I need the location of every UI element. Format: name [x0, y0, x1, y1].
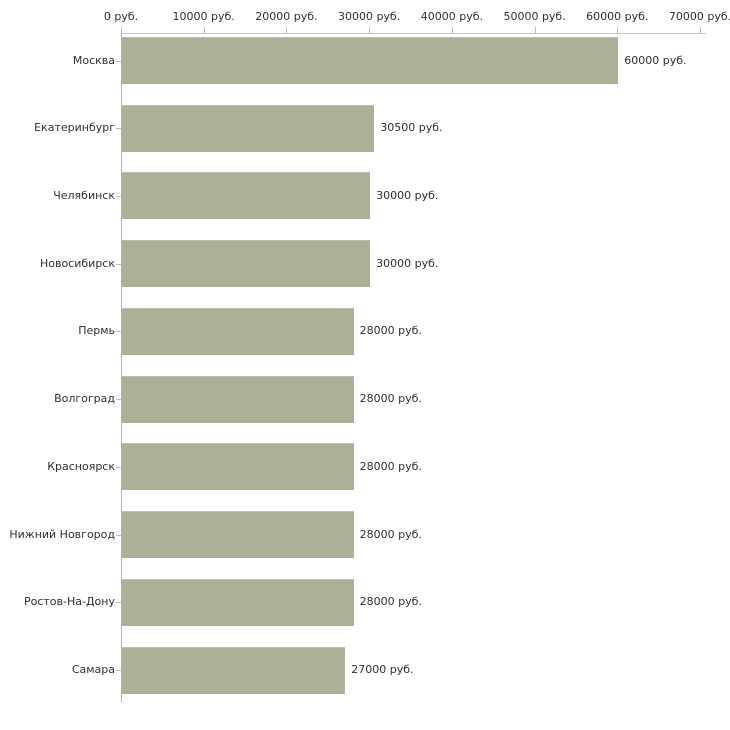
category-label: Волгоград: [54, 392, 115, 406]
x-axis-tick: [451, 27, 453, 34]
value-label: 28000 руб.: [359, 527, 422, 541]
bar: [122, 37, 619, 84]
bar: [122, 307, 354, 355]
category-tick: [116, 466, 121, 468]
category-label: Москва: [72, 53, 115, 67]
x-axis-tick: [121, 27, 122, 34]
category-label: Самара: [71, 663, 115, 676]
value-label: 60000 руб.: [624, 53, 687, 67]
category-label: Красноярск: [47, 459, 115, 473]
category-tick: [116, 263, 121, 265]
category-tick: [116, 128, 121, 130]
value-label: 30000 руб.: [376, 188, 439, 202]
bar: [122, 104, 375, 152]
x-axis-tick-label: 50000 руб.: [503, 10, 566, 23]
bar: [122, 240, 371, 288]
bar: [122, 375, 354, 423]
value-label: 28000 руб.: [359, 459, 422, 473]
category-tick: [116, 60, 121, 62]
x-axis-tick-label: 0 руб.: [103, 10, 139, 23]
category-label: Нижний Новгород: [9, 527, 115, 541]
x-axis-tick: [203, 27, 205, 34]
category-tick: [116, 399, 121, 401]
x-axis-tick-label: 60000 руб.: [586, 10, 649, 23]
value-label: 28000 руб.: [359, 392, 422, 406]
category-label: Челябинск: [53, 188, 115, 202]
x-axis-tick: [286, 27, 288, 34]
x-axis-tick: [534, 27, 536, 34]
x-axis-tick-label: 40000 руб.: [420, 10, 484, 23]
bar: [122, 511, 354, 558]
bar: [122, 172, 371, 220]
x-axis-tick-label: 70000 руб.: [668, 10, 730, 23]
x-axis-tick: [369, 27, 371, 34]
x-axis-tick-label: 10000 руб.: [172, 10, 235, 23]
bar: [122, 578, 354, 626]
category-label: Новосибирск: [39, 256, 115, 270]
category-tick: [116, 331, 121, 333]
category-tick: [116, 195, 121, 197]
category-tick: [116, 534, 121, 536]
x-axis-line: [121, 33, 706, 34]
category-tick: [116, 670, 121, 671]
value-label: 27000 руб.: [351, 663, 414, 676]
value-label: 28000 руб.: [359, 595, 422, 609]
bar: [122, 443, 354, 491]
category-label: Ростов-На-Дону: [23, 595, 115, 609]
y-axis-line: [121, 33, 122, 702]
x-axis-tick: [700, 27, 701, 34]
value-label: 30000 руб.: [376, 256, 439, 270]
x-axis-tick: [617, 27, 619, 34]
value-label: 30500 руб.: [380, 121, 443, 135]
x-axis-tick-label: 30000 руб.: [337, 10, 401, 23]
value-label: 28000 руб.: [359, 324, 422, 338]
category-label: Пермь: [78, 324, 115, 338]
category-tick: [116, 602, 121, 604]
x-axis-tick-label: 20000 руб.: [255, 10, 318, 23]
category-label: Екатеринбург: [34, 121, 115, 135]
bar: [122, 646, 346, 694]
